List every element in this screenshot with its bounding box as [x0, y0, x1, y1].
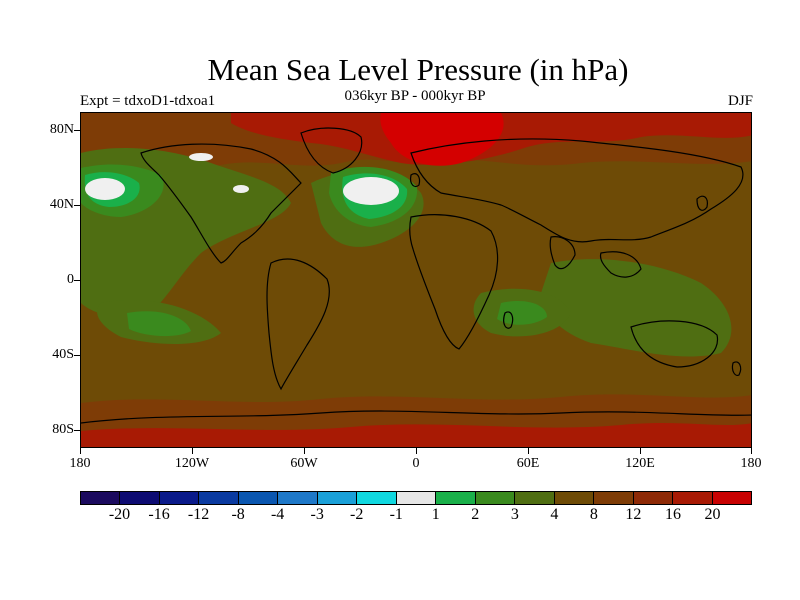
colorbar-label: -2	[350, 506, 364, 523]
colorbar-swatch	[594, 492, 634, 504]
colorbar-swatch	[199, 492, 239, 504]
contour-south-strong	[81, 423, 751, 447]
lon-label-60e: 60E	[516, 456, 540, 471]
colorbar-swatch	[396, 492, 437, 504]
colorbar-swatch	[120, 492, 160, 504]
colorbar-label: -8	[231, 506, 245, 523]
colorbar-label: -20	[108, 506, 131, 523]
colorbar-swatch	[515, 492, 555, 504]
hudson-white-pool	[233, 185, 249, 193]
colorbar-label: 12	[625, 506, 642, 523]
colorbar-label: 2	[471, 506, 480, 523]
lon-tick-mark	[192, 448, 193, 454]
lat-label-0: 0	[67, 272, 74, 287]
colorbar-label: -12	[187, 506, 210, 523]
season-label: DJF	[727, 93, 753, 109]
colorbar-swatch	[475, 492, 516, 504]
pressure-map	[80, 112, 752, 448]
experiment-label: Expt = tdxoD1-tdxoa1	[80, 93, 216, 109]
colorbar-swatch	[278, 492, 318, 504]
lon-label-0: 0	[412, 456, 420, 471]
lon-label-120w: 120W	[174, 456, 210, 471]
lat-tick-mark	[74, 130, 80, 131]
colorbar-label: 20	[704, 506, 721, 523]
colorbar-label: 3	[510, 506, 519, 523]
chart-title: Mean Sea Level Pressure (in hPa)	[207, 52, 629, 87]
colorbar-swatch	[159, 492, 200, 504]
lon-tick-mark	[304, 448, 305, 454]
lon-label-180w: 180	[69, 456, 91, 471]
colorbar-swatch	[81, 492, 121, 504]
pacific-white-pool	[85, 178, 125, 200]
colorbar-swatch	[633, 492, 674, 504]
contour-indian-green	[541, 259, 732, 357]
colorbar-label: 16	[664, 506, 681, 523]
colorbar-label: -1	[389, 506, 403, 523]
coastlines	[81, 127, 751, 424]
lon-tick-mark	[80, 448, 81, 454]
lat-label-40s: 40S	[52, 347, 74, 362]
lat-tick-mark	[74, 430, 80, 431]
colorbar-label: 4	[550, 506, 559, 523]
lon-tick-mark	[640, 448, 641, 454]
colorbar-swatch	[554, 492, 595, 504]
colorbar-label: -3	[310, 506, 324, 523]
arctic-white-pool	[189, 153, 213, 161]
lon-tick-mark	[416, 448, 417, 454]
chart-subtitle: 036kyr BP - 000kyr BP	[344, 88, 486, 104]
lat-label-40n: 40N	[49, 197, 74, 212]
colorbar-swatch	[238, 492, 279, 504]
colorbar-swatch	[673, 492, 713, 504]
colorbar-swatch	[357, 492, 397, 504]
lat-label-80n: 80N	[49, 122, 74, 137]
lon-label-60w: 60W	[290, 456, 318, 471]
colorbar-label: 8	[589, 506, 598, 523]
atlantic-white-pool	[343, 177, 399, 205]
contour-sw-pacific-green3	[127, 311, 191, 337]
colorbar-swatch	[712, 492, 751, 504]
lon-tick-mark	[751, 448, 752, 454]
lat-tick-mark	[74, 205, 80, 206]
lon-tick-mark	[528, 448, 529, 454]
colorbar-label: -4	[270, 506, 285, 523]
contour-south-atlantic-green3	[497, 300, 547, 325]
lat-label-80s: 80S	[52, 422, 74, 437]
colorbar-swatch	[436, 492, 476, 504]
colorbar-label: -16	[148, 506, 170, 523]
colorbar-swatch	[317, 492, 358, 504]
colorbar-label: 1	[431, 506, 440, 523]
colorbar	[80, 491, 752, 505]
lon-label-120e: 120E	[625, 456, 655, 471]
lat-tick-mark	[74, 280, 80, 281]
lat-tick-mark	[74, 355, 80, 356]
lon-label-180e: 180	[740, 456, 762, 471]
